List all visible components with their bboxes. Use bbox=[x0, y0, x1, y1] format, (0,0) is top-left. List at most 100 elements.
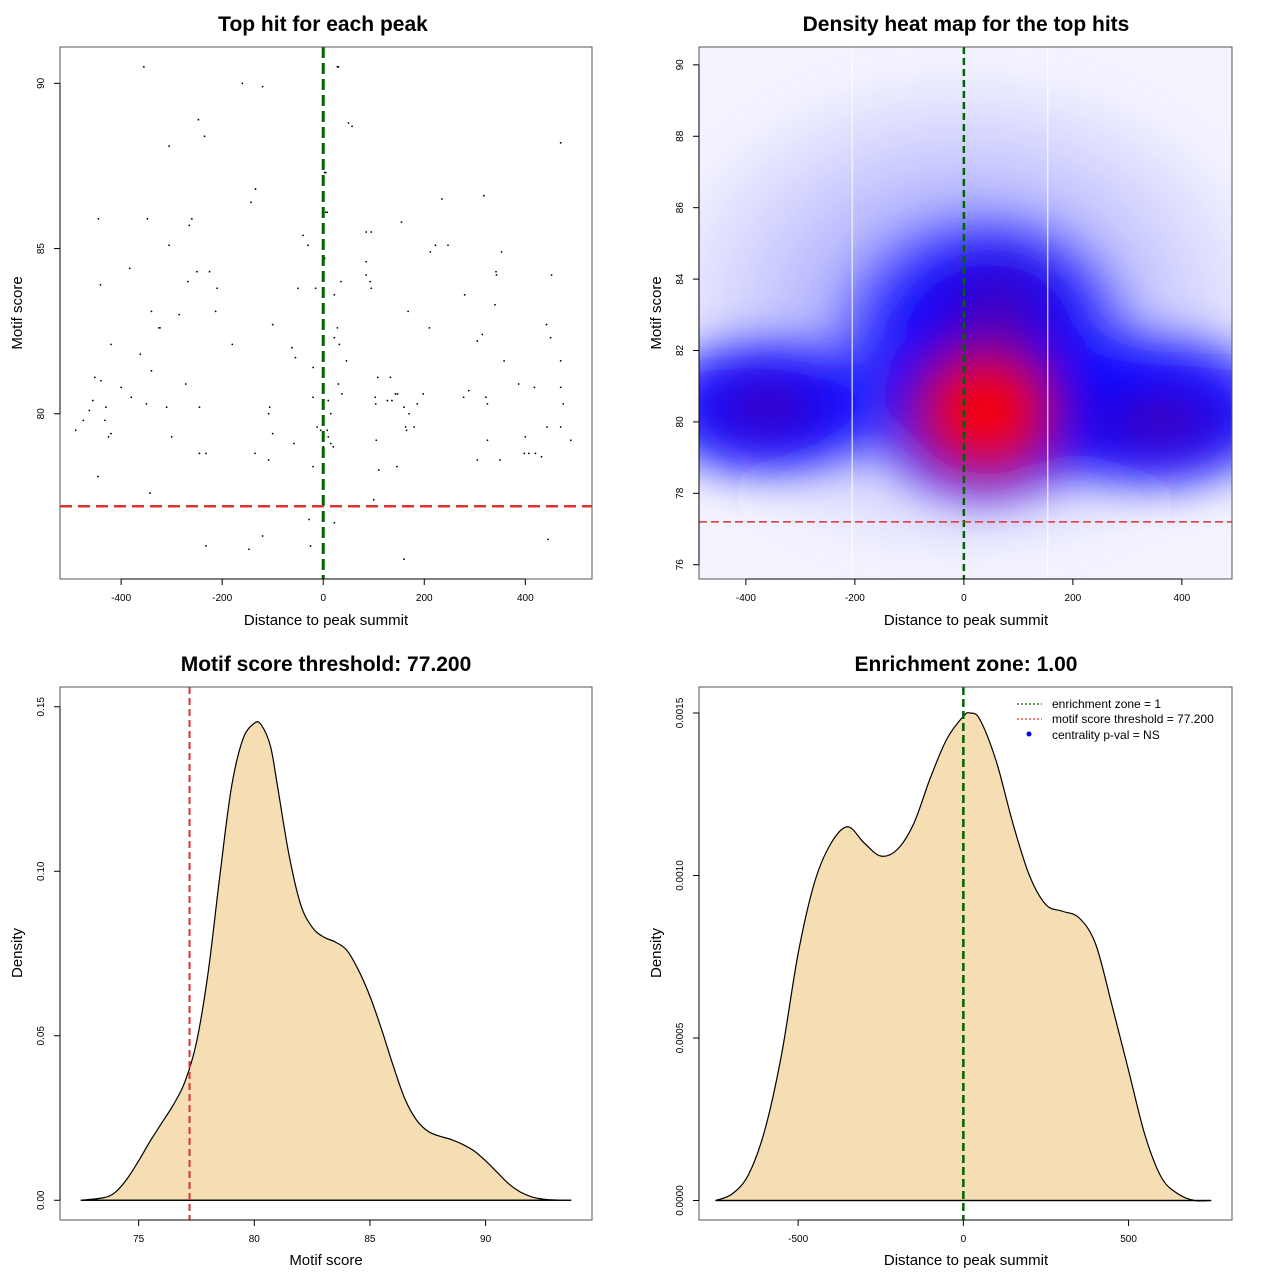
data-point bbox=[485, 396, 487, 399]
x-tick-label: -200 bbox=[212, 593, 232, 604]
data-point bbox=[104, 419, 106, 422]
data-point bbox=[208, 270, 211, 273]
data-point bbox=[428, 326, 431, 329]
x-axis: 75 80 85 90 bbox=[133, 1219, 492, 1245]
data-point bbox=[308, 518, 310, 521]
data-point bbox=[139, 353, 142, 356]
data-point bbox=[365, 274, 368, 276]
data-point bbox=[377, 469, 380, 471]
data-point bbox=[271, 432, 274, 435]
data-point bbox=[370, 287, 373, 290]
x-axis: -500 0 500 bbox=[788, 1219, 1137, 1245]
data-point bbox=[319, 429, 322, 432]
data-point bbox=[569, 439, 572, 442]
y-tick-label: 78 bbox=[675, 487, 686, 499]
data-point bbox=[376, 376, 379, 379]
y-tick-label: 0.0010 bbox=[675, 860, 686, 891]
data-point bbox=[158, 326, 160, 329]
data-point bbox=[96, 475, 99, 478]
x-axis: -400 -200 0 200 400 bbox=[111, 578, 534, 604]
data-point bbox=[527, 452, 530, 455]
data-point bbox=[254, 452, 256, 455]
data-point bbox=[408, 412, 411, 415]
data-point bbox=[523, 452, 526, 455]
heatmap-density bbox=[699, 54, 1232, 575]
data-point bbox=[559, 141, 562, 144]
data-point bbox=[261, 85, 264, 88]
data-point bbox=[205, 452, 207, 455]
data-point bbox=[326, 429, 329, 432]
data-point bbox=[190, 217, 193, 220]
data-point bbox=[120, 386, 123, 389]
panel-heatmap: Density heat map for the top hits -400 -2… bbox=[648, 13, 1233, 629]
data-point bbox=[407, 310, 409, 313]
data-point bbox=[271, 323, 274, 326]
data-point bbox=[394, 393, 397, 395]
heatmap-surface bbox=[699, 47, 1232, 579]
data-point bbox=[333, 293, 336, 296]
y-axis-label: Motif score bbox=[648, 276, 665, 349]
data-point bbox=[324, 211, 327, 214]
data-point bbox=[198, 406, 201, 409]
data-point bbox=[290, 346, 293, 349]
data-point bbox=[293, 442, 295, 445]
data-point bbox=[329, 442, 332, 445]
data-point bbox=[261, 535, 264, 537]
data-point bbox=[517, 383, 520, 385]
data-point bbox=[337, 65, 340, 68]
data-point bbox=[369, 280, 372, 283]
data-point bbox=[145, 402, 148, 405]
y-axis: 76 78 80 82 84 86 88 90 bbox=[675, 59, 700, 571]
x-axis-label: Distance to peak summit bbox=[244, 612, 409, 629]
data-point bbox=[146, 217, 149, 220]
legend: enrichment zone = 1 motif score threshol… bbox=[1017, 697, 1214, 742]
data-point bbox=[370, 231, 373, 233]
data-point bbox=[203, 135, 206, 138]
data-point bbox=[467, 389, 470, 392]
data-point bbox=[547, 538, 549, 541]
data-point bbox=[168, 244, 171, 247]
data-point bbox=[88, 409, 91, 412]
data-point bbox=[503, 360, 505, 362]
density-blob bbox=[699, 357, 858, 458]
y-tick-label: 85 bbox=[36, 243, 47, 255]
x-tick-label: 500 bbox=[1120, 1234, 1137, 1245]
y-tick-label: 76 bbox=[675, 559, 686, 571]
x-axis-label: Distance to peak summit bbox=[884, 612, 1049, 629]
data-point bbox=[533, 386, 536, 389]
panel-scatter: Top hit for each peak -400 -200 0 200 400 80… bbox=[9, 13, 593, 629]
data-point bbox=[324, 171, 327, 174]
x-tick-label: -400 bbox=[736, 593, 756, 604]
x-tick-label: 0 bbox=[320, 593, 326, 604]
data-point bbox=[389, 376, 392, 379]
data-point bbox=[396, 465, 398, 468]
data-point bbox=[142, 65, 145, 68]
data-point bbox=[326, 211, 329, 214]
data-point bbox=[302, 234, 304, 237]
data-point bbox=[534, 452, 537, 455]
data-point bbox=[549, 336, 552, 339]
data-point bbox=[314, 287, 317, 290]
data-point bbox=[391, 399, 393, 402]
x-axis-label: Motif score bbox=[289, 1252, 362, 1269]
data-point bbox=[93, 376, 96, 379]
data-point bbox=[524, 436, 527, 438]
data-point bbox=[434, 244, 437, 247]
data-point bbox=[476, 459, 479, 461]
data-point bbox=[254, 188, 257, 190]
x-tick-label: 90 bbox=[480, 1234, 492, 1245]
data-point bbox=[336, 326, 339, 329]
data-point bbox=[447, 244, 449, 247]
data-point bbox=[107, 436, 110, 438]
data-point bbox=[329, 412, 332, 415]
y-axis: 80 85 90 bbox=[36, 77, 61, 419]
data-point bbox=[559, 426, 562, 428]
chart-title: Top hit for each peak bbox=[218, 13, 428, 36]
data-point bbox=[545, 323, 548, 326]
data-point bbox=[413, 426, 416, 428]
x-tick-label: 0 bbox=[961, 593, 967, 604]
data-point bbox=[97, 217, 100, 220]
data-point bbox=[476, 340, 479, 342]
y-tick-label: 0.05 bbox=[36, 1026, 47, 1046]
data-point bbox=[495, 270, 497, 273]
